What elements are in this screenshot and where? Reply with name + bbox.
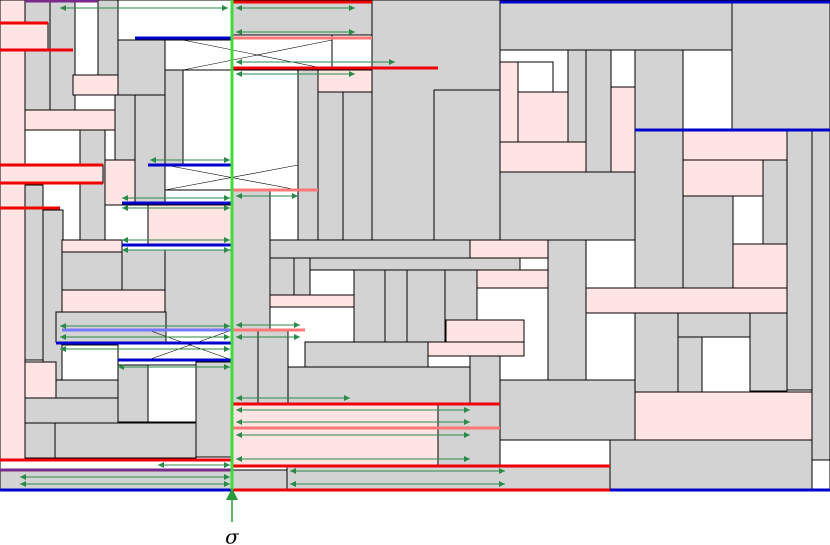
colored-edges <box>0 0 830 492</box>
sweep-line <box>226 0 238 522</box>
sigma-label: σ <box>225 525 240 545</box>
arrows <box>20 5 505 487</box>
rectangles <box>0 0 830 491</box>
